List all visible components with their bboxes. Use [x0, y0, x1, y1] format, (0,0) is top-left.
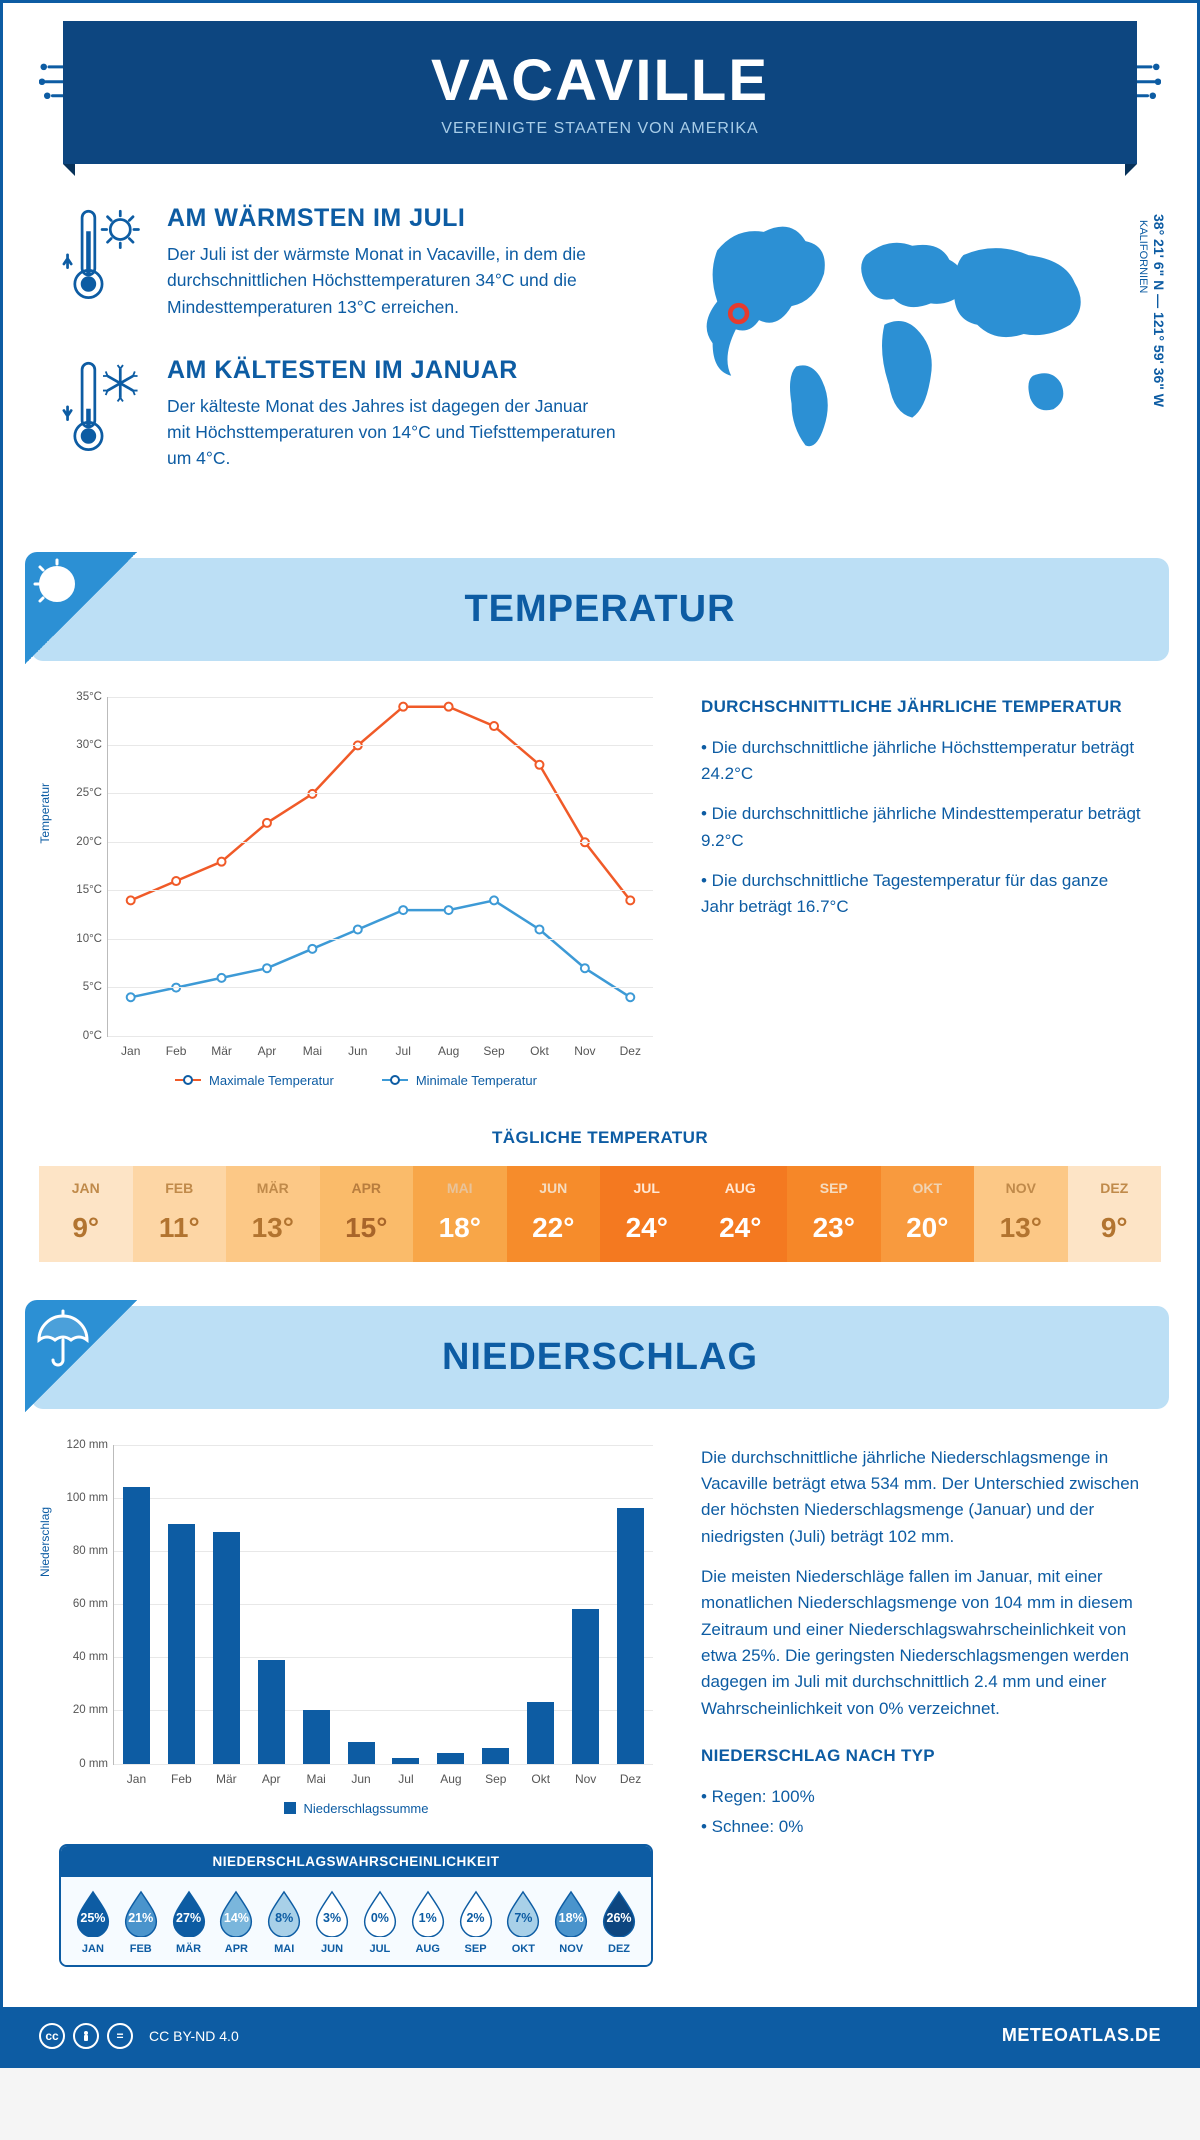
y-axis-label: Niederschlag [38, 1506, 52, 1576]
footer: cc = CC BY-ND 4.0 METEOATLAS.DE [3, 2007, 1197, 2065]
page: VACAVILLE VEREINIGTE STAATEN VON AMERIKA… [0, 0, 1200, 2068]
drop-cell: 3%JUN [308, 1889, 356, 1955]
temp-cell: SEP23° [787, 1166, 881, 1262]
bar [213, 1532, 240, 1763]
fact-title: AM KÄLTESTEN IM JANUAR [167, 356, 616, 385]
temp-cell: MAI18° [413, 1166, 507, 1262]
header: VACAVILLE VEREINIGTE STAATEN VON AMERIKA [3, 3, 1197, 164]
site-name: METEOATLAS.DE [1002, 2025, 1161, 2046]
nd-icon: = [107, 2023, 133, 2049]
drop-cell: 7%OKT [499, 1889, 547, 1955]
drop-cell: 1%AUG [404, 1889, 452, 1955]
coordinates: 38° 21' 6" N — 121° 59' 36" W [1151, 214, 1167, 407]
fact-coldest: AM KÄLTESTEN IM JANUAR Der kälteste Mona… [59, 356, 616, 472]
drop-cell: 21%FEB [117, 1889, 165, 1955]
header-banner: VACAVILLE VEREINIGTE STAATEN VON AMERIKA [63, 21, 1137, 164]
bar [348, 1742, 375, 1763]
temp-cell: JAN9° [39, 1166, 133, 1262]
side-bullet: • Die durchschnittliche Tagestemperatur … [701, 868, 1141, 921]
page-subtitle: VEREINIGTE STAATEN VON AMERIKA [63, 120, 1137, 138]
fact-title: AM WÄRMSTEN IM JULI [167, 204, 616, 233]
precipitation-probability-panel: NIEDERSCHLAGSWAHRSCHEINLICHKEIT 25%JAN21… [59, 1844, 653, 1967]
legend-label: Niederschlagssumme [304, 1801, 429, 1816]
temp-cell: OKT20° [881, 1166, 975, 1262]
panel-title: NIEDERSCHLAGSWAHRSCHEINLICHKEIT [61, 1846, 651, 1877]
temp-cell: MÄR13° [226, 1166, 320, 1262]
temp-cell: NOV13° [974, 1166, 1068, 1262]
region-label: KALIFORNIEN [1137, 220, 1149, 293]
umbrella-icon [31, 1306, 95, 1370]
bar [617, 1508, 644, 1763]
chart-legend: Niederschlagssumme [59, 1801, 653, 1816]
bar [437, 1753, 464, 1764]
section-title: NIEDERSCHLAG [31, 1336, 1169, 1379]
precipitation-bar-chart: 0 mm20 mm40 mm60 mm80 mm100 mm120 mmJanF… [113, 1445, 653, 1765]
side-bullet: • Die durchschnittliche jährliche Mindes… [701, 801, 1141, 854]
side-bullet: • Schnee: 0% [701, 1814, 1141, 1840]
bar [392, 1758, 419, 1763]
drop-cell: 25%JAN [69, 1889, 117, 1955]
temp-cell: FEB11° [133, 1166, 227, 1262]
drop-cell: 26%DEZ [595, 1889, 643, 1955]
temp-cell: JUL24° [600, 1166, 694, 1262]
drop-cell: 18%NOV [547, 1889, 595, 1955]
precip-text: Die meisten Niederschläge fallen im Janu… [701, 1564, 1141, 1722]
bar [258, 1660, 285, 1764]
bar [527, 1702, 554, 1763]
intro-section: AM WÄRMSTEN IM JULI Der Juli ist der wär… [3, 164, 1197, 528]
daily-temp-title: TÄGLICHE TEMPERATUR [3, 1128, 1197, 1148]
section-title: TEMPERATUR [31, 588, 1169, 631]
temperature-line-chart: 0°C5°C10°C15°C20°C25°C30°C35°CJanFebMärA… [107, 697, 653, 1037]
cc-icon: cc [39, 2023, 65, 2049]
side-bullet: • Regen: 100% [701, 1784, 1141, 1810]
bar [572, 1609, 599, 1763]
y-axis-label: Temperatur [38, 782, 52, 843]
temp-cell: APR15° [320, 1166, 414, 1262]
fact-text: Der kälteste Monat des Jahres ist dagege… [167, 393, 616, 472]
legend-label: Minimale Temperatur [416, 1073, 537, 1088]
section-banner-precipitation: NIEDERSCHLAG [31, 1306, 1169, 1409]
drop-cell: 8%MAI [260, 1889, 308, 1955]
page-title: VACAVILLE [63, 47, 1137, 114]
drop-cell: 14%APR [212, 1889, 260, 1955]
thermometer-sun-icon [59, 204, 147, 304]
fact-warmest: AM WÄRMSTEN IM JULI Der Juli ist der wär… [59, 204, 616, 320]
side-title: NIEDERSCHLAG NACH TYP [701, 1746, 1141, 1766]
chart-legend: Maximale Temperatur Minimale Temperatur [59, 1073, 653, 1088]
thermometer-snow-icon [59, 356, 147, 456]
world-map [656, 204, 1141, 464]
legend-label: Maximale Temperatur [209, 1073, 334, 1088]
license-text: CC BY-ND 4.0 [149, 2028, 239, 2044]
by-icon [73, 2023, 99, 2049]
bar [303, 1710, 330, 1763]
precip-text: Die durchschnittliche jährliche Niedersc… [701, 1445, 1141, 1550]
side-bullet: • Die durchschnittliche jährliche Höchst… [701, 735, 1141, 788]
bar [123, 1487, 150, 1763]
temp-cell: AUG24° [694, 1166, 788, 1262]
temperature-chart-block: Temperatur 0°C5°C10°C15°C20°C25°C30°C35°… [3, 661, 1197, 1098]
drop-cell: 2%SEP [452, 1889, 500, 1955]
temp-cell: JUN22° [507, 1166, 601, 1262]
sun-icon [31, 558, 95, 622]
bar [482, 1748, 509, 1764]
precipitation-chart-block: Niederschlag 0 mm20 mm40 mm60 mm80 mm100… [3, 1409, 1197, 1977]
fact-text: Der Juli ist der wärmste Monat in Vacavi… [167, 241, 616, 320]
side-title: DURCHSCHNITTLICHE JÄHRLICHE TEMPERATUR [701, 697, 1141, 717]
section-banner-temperature: TEMPERATUR [31, 558, 1169, 661]
drop-cell: 0%JUL [356, 1889, 404, 1955]
daily-temperature-strip: JAN9°FEB11°MÄR13°APR15°MAI18°JUN22°JUL24… [39, 1166, 1161, 1262]
drop-cell: 27%MÄR [165, 1889, 213, 1955]
temp-cell: DEZ9° [1068, 1166, 1162, 1262]
bar [168, 1524, 195, 1763]
